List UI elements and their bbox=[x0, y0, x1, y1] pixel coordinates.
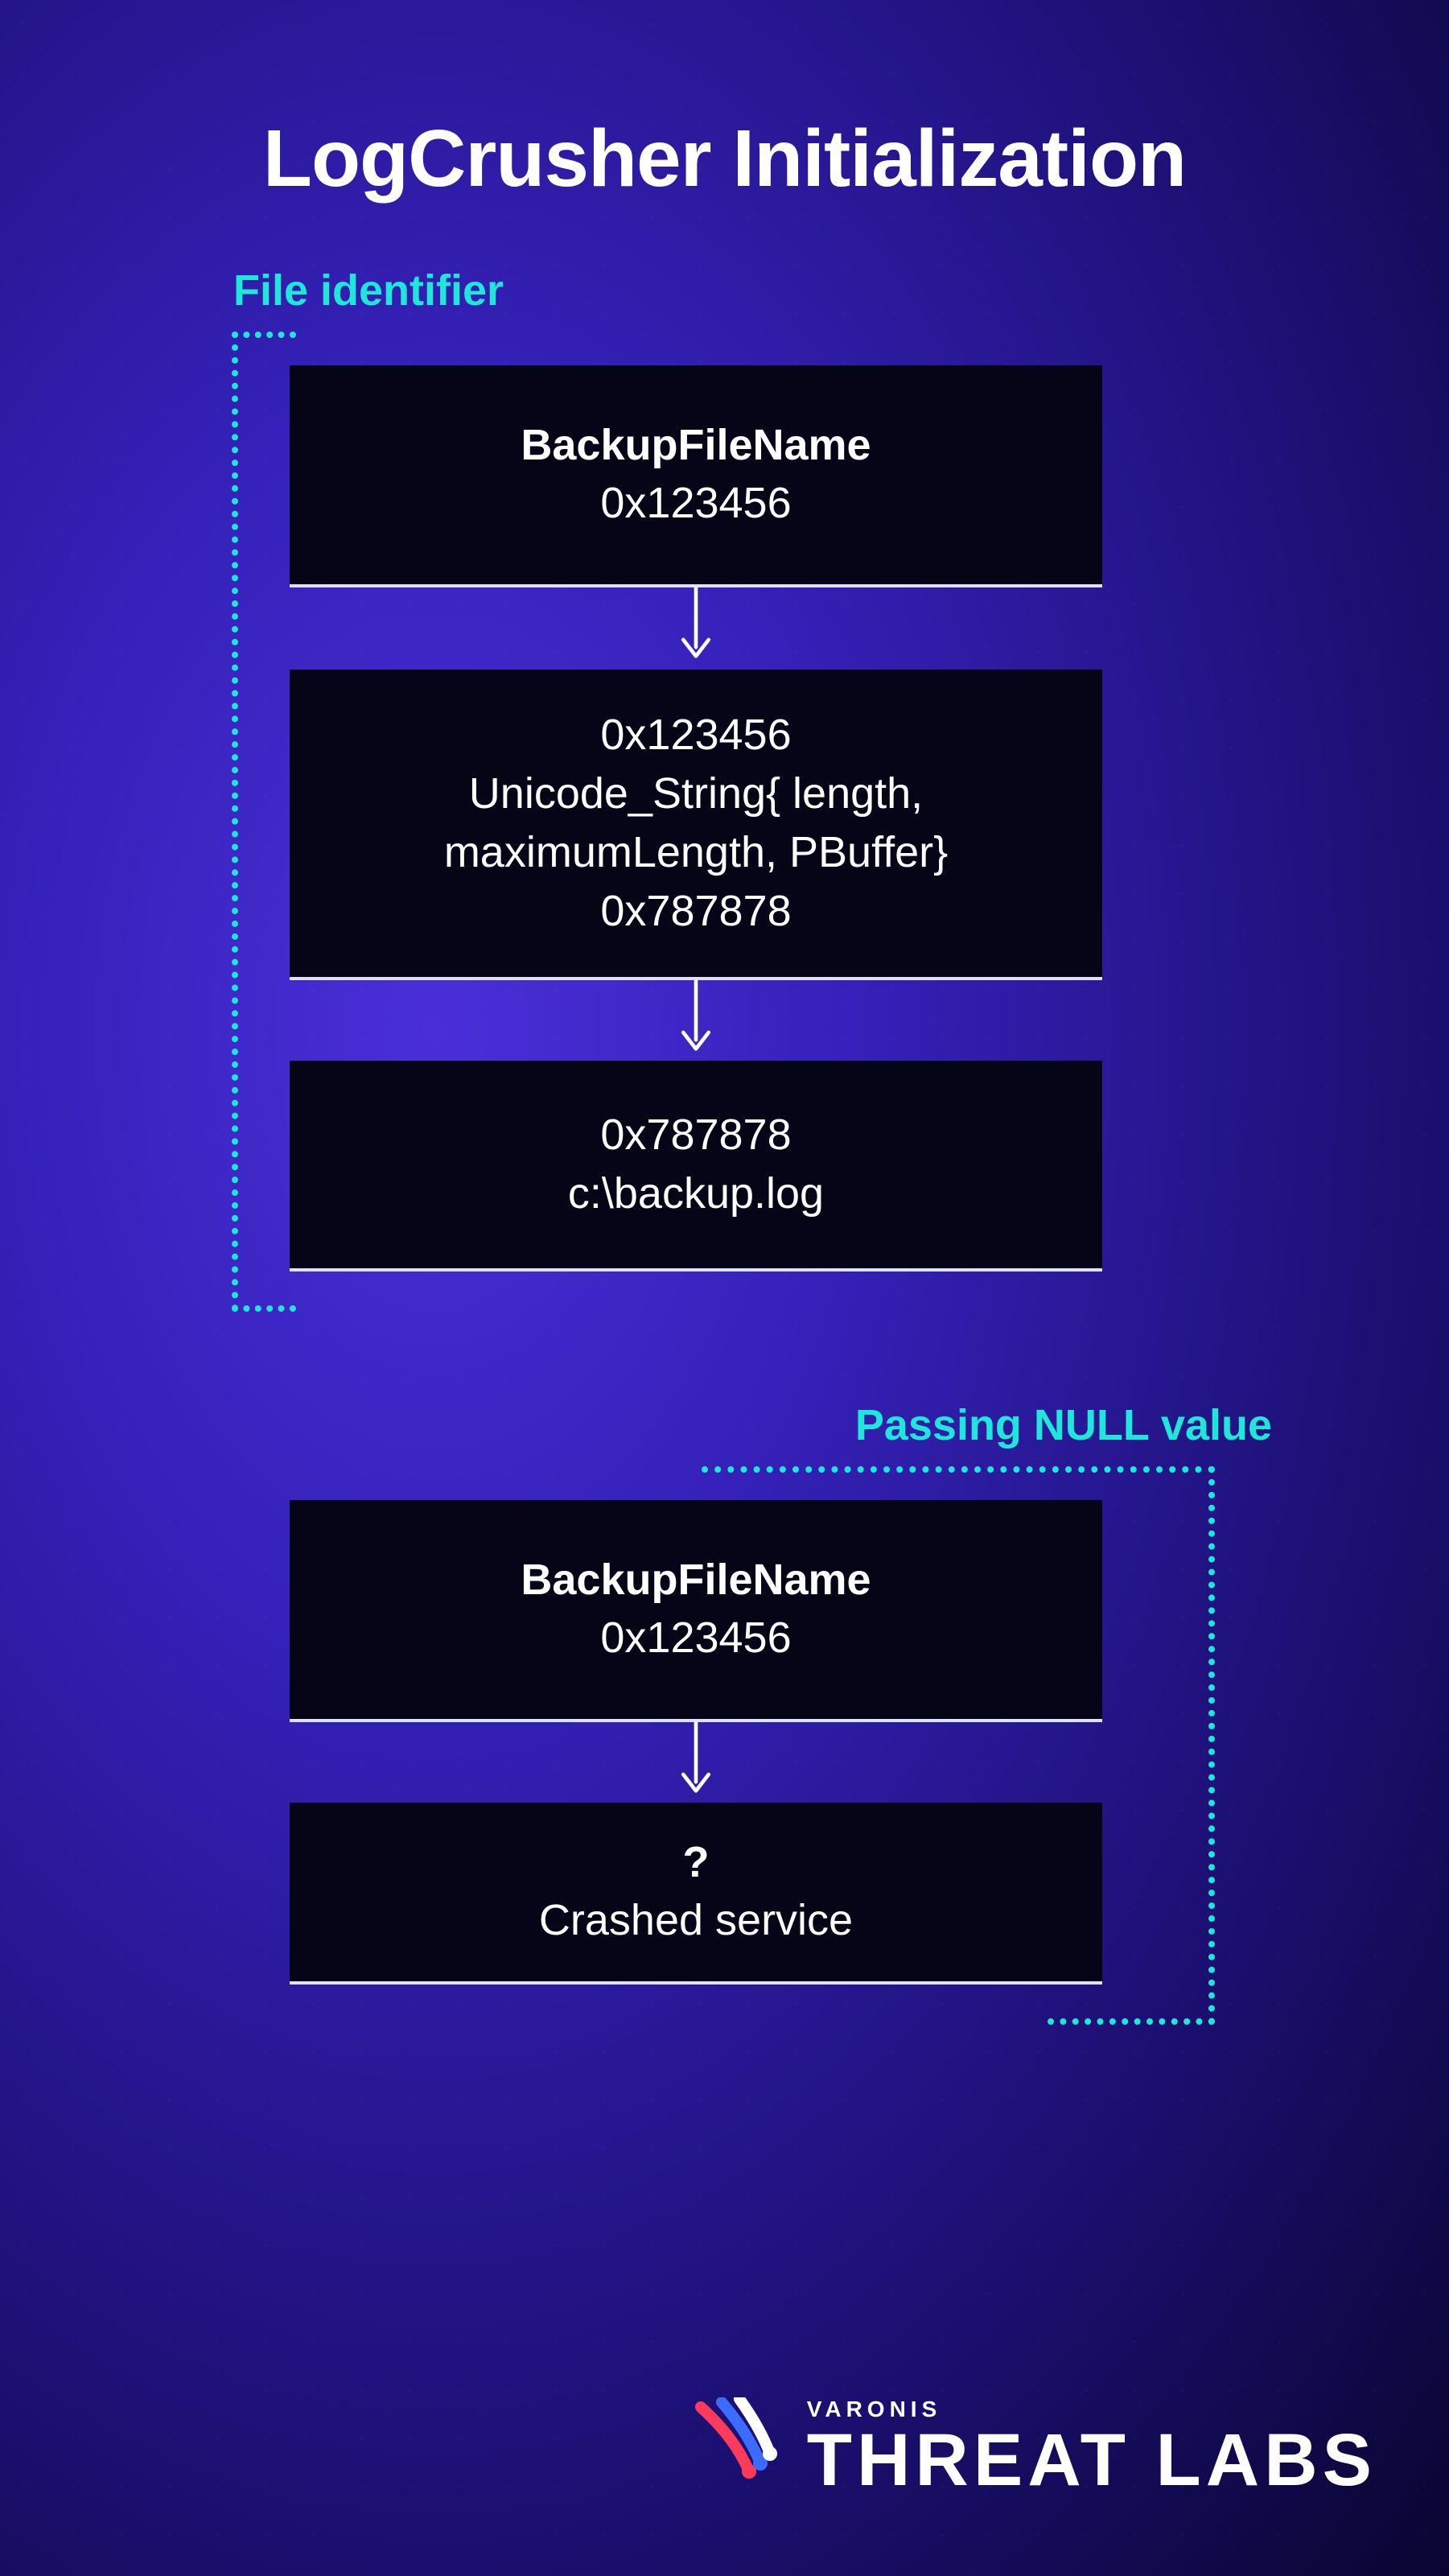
section2-bracket-bottom bbox=[1048, 2018, 1215, 2025]
logo-main-text: THREAT LABS bbox=[807, 2426, 1377, 2496]
page-title: LogCrusher Initialization bbox=[0, 0, 1449, 205]
arrow-down-icon bbox=[676, 1722, 716, 1804]
section1-box-2: 0x123456 Unicode_String{ length, maximum… bbox=[290, 670, 1102, 980]
box-line: maximumLength, PBuffer} bbox=[444, 823, 948, 882]
box-line: Crashed service bbox=[539, 1891, 853, 1950]
box-line: c:\backup.log bbox=[568, 1164, 824, 1223]
box-line: Unicode_String{ length, bbox=[469, 765, 923, 823]
logo-brand-text: VARONIS bbox=[807, 2397, 1377, 2422]
section1-box-3: 0x787878 c:\backup.log bbox=[290, 1061, 1102, 1272]
section2-box-2: ? Crashed service bbox=[290, 1803, 1102, 1985]
box-line: 0x123456 bbox=[600, 474, 791, 533]
section2-bracket-top bbox=[702, 1466, 1215, 1473]
section1-bracket-top bbox=[232, 332, 296, 338]
logo-text: VARONIS THREAT LABS bbox=[807, 2397, 1377, 2496]
brand-logo: VARONIS THREAT LABS bbox=[686, 2397, 1377, 2496]
section2-box-1: BackupFileName 0x123456 bbox=[290, 1500, 1102, 1722]
box-line: ? bbox=[683, 1834, 710, 1890]
box-line: BackupFileName bbox=[521, 417, 871, 473]
meteor-icon bbox=[686, 2397, 783, 2494]
arrow-down-icon bbox=[676, 587, 716, 670]
section2-bracket-vert bbox=[1208, 1466, 1215, 2025]
box-line: 0x787878 bbox=[600, 882, 791, 941]
section1-box-1: BackupFileName 0x123456 bbox=[290, 365, 1102, 587]
box-line: 0x787878 bbox=[600, 1106, 791, 1164]
box-line: 0x123456 bbox=[600, 706, 791, 765]
section1-bracket-vert bbox=[232, 332, 238, 1312]
section1-label: File identifier bbox=[233, 266, 504, 315]
section2-label: Passing NULL value bbox=[855, 1400, 1272, 1450]
box-line: BackupFileName bbox=[521, 1552, 871, 1608]
section1-bracket-bottom bbox=[232, 1305, 296, 1312]
arrow-down-icon bbox=[676, 980, 716, 1062]
box-line: 0x123456 bbox=[600, 1609, 791, 1667]
